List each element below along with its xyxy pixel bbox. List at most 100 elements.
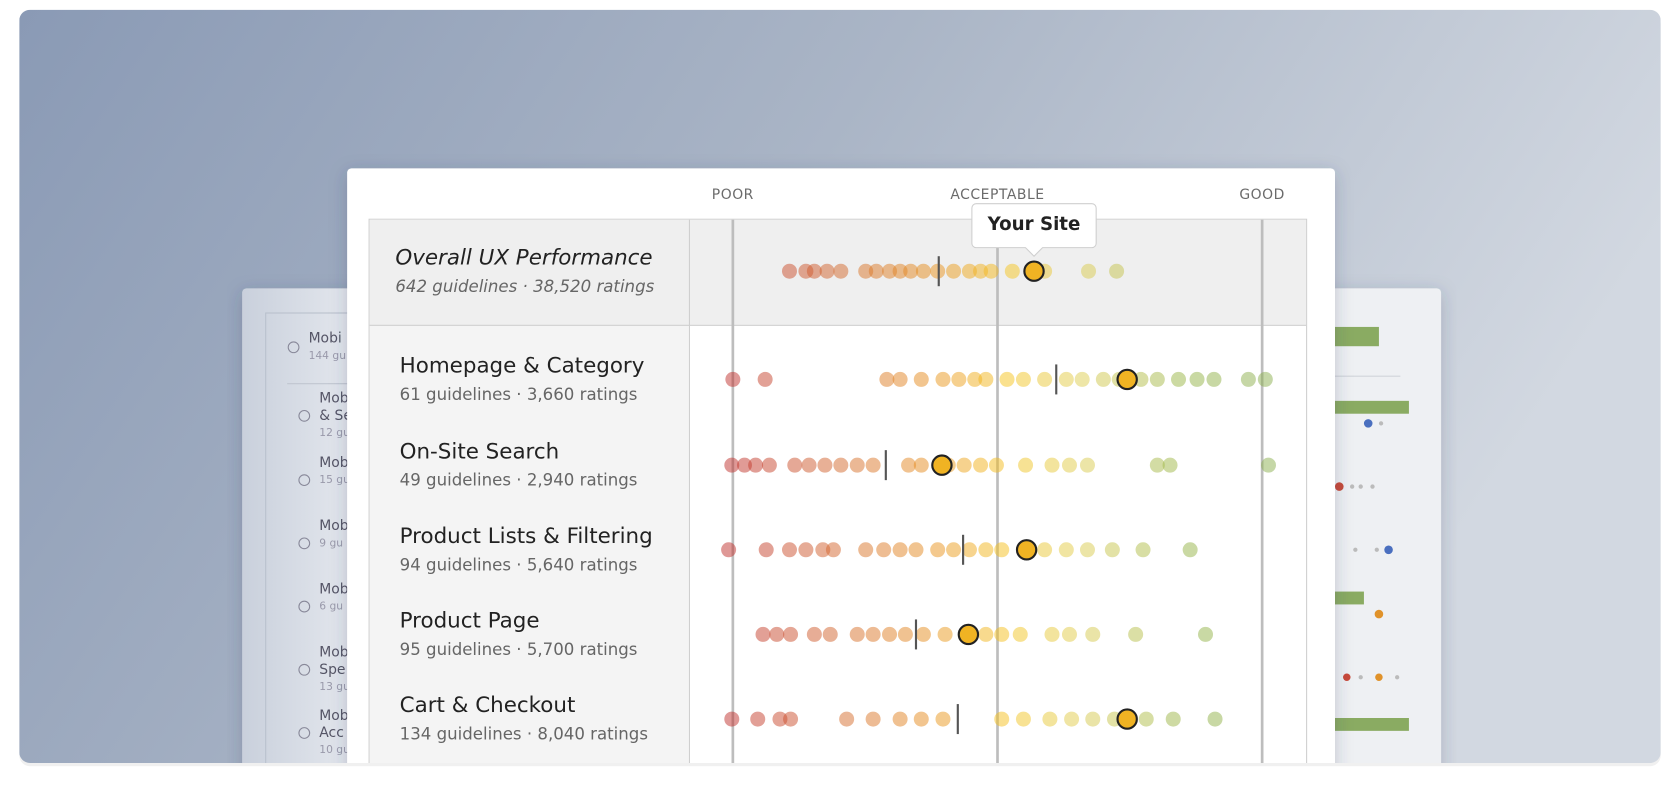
plot: POOR ACCEPTABLE GOOD Overall UX Performance… <box>395 187 1285 763</box>
site-dot <box>750 711 766 727</box>
site-dot <box>725 371 741 387</box>
back-card-right-marks <box>1333 326 1409 731</box>
row-title: Product Lists & Filtering <box>400 524 653 549</box>
site-dot <box>822 626 838 642</box>
site-dot <box>1162 457 1178 473</box>
site-dot <box>755 626 771 642</box>
row-subtitle: 94 guidelines · 5,640 ratings <box>400 555 638 574</box>
expand-icon <box>298 537 311 550</box>
site-dot <box>833 457 849 473</box>
back-item-subtitle: 13 gu <box>319 680 350 693</box>
site-dot <box>858 542 874 558</box>
site-dot <box>978 371 994 387</box>
site-dot <box>819 263 835 279</box>
site-dot <box>849 626 865 642</box>
site-dot <box>1104 542 1120 558</box>
row-title: Product Page <box>400 609 540 634</box>
x-tick-label: ACCEPTABLE <box>950 187 1044 203</box>
site-dot <box>787 457 803 473</box>
site-dot <box>868 263 884 279</box>
site-dot <box>1015 711 1031 727</box>
back-item-subtitle: 15 gu <box>319 473 350 486</box>
site-dot <box>1064 711 1080 727</box>
expand-icon <box>298 474 311 487</box>
site-dot <box>1149 457 1165 473</box>
site-dot <box>882 626 898 642</box>
site-dot <box>1044 626 1060 642</box>
site-dot <box>892 711 908 727</box>
back-item-title: Mob <box>319 391 349 407</box>
back-item-subtitle: 9 gu <box>319 536 343 549</box>
site-dot <box>1085 626 1101 642</box>
expand-icon <box>298 727 311 739</box>
site-dot <box>994 711 1010 727</box>
site-dot <box>769 626 785 642</box>
tooltip-box <box>971 203 1097 257</box>
back-item-subtitle: 144 gu <box>309 349 346 362</box>
back-item-subtitle: 12 gu <box>319 426 350 439</box>
your-site-dot <box>931 454 953 476</box>
x-tick-label: POOR <box>712 187 754 203</box>
row-subtitle: 95 guidelines · 5,700 ratings <box>400 640 638 659</box>
expand-icon <box>287 341 300 354</box>
site-dot <box>1061 626 1077 642</box>
site-dot <box>983 263 999 279</box>
back-item-title: Mob <box>319 455 349 471</box>
tooltip-label: Your Site <box>987 214 1081 235</box>
back-item-title: Mob <box>319 581 349 597</box>
site-dot <box>951 371 967 387</box>
site-dot <box>978 626 994 642</box>
site-dot <box>1149 371 1165 387</box>
site-dot <box>876 542 892 558</box>
back-item-title: Mob <box>319 708 349 724</box>
back-item-subtitle: 6 gu <box>319 600 343 613</box>
site-dot <box>865 626 881 642</box>
site-dot <box>1081 263 1097 279</box>
row-subtitle: 134 guidelines · 8,040 ratings <box>400 725 648 744</box>
site-dot <box>798 542 814 558</box>
site-dot <box>1004 263 1020 279</box>
site-dot <box>783 711 799 727</box>
site-dot <box>892 542 908 558</box>
your-site-dot <box>957 623 980 646</box>
site-dot <box>973 457 989 473</box>
site-dot <box>903 263 919 279</box>
expand-icon <box>298 600 311 613</box>
site-dot <box>724 711 740 727</box>
site-dot <box>1061 457 1077 473</box>
site-dot <box>806 263 822 279</box>
site-dot <box>915 263 931 279</box>
x-tick-label: GOOD <box>1239 187 1285 203</box>
site-dot <box>748 457 764 473</box>
site-dot <box>1015 371 1031 387</box>
site-dot <box>1128 626 1144 642</box>
site-dot <box>825 542 841 558</box>
site-dot <box>865 457 881 473</box>
your-site-dot <box>1116 708 1138 730</box>
site-dot <box>935 371 951 387</box>
site-dot <box>781 263 797 279</box>
site-dot <box>1074 371 1090 387</box>
site-dot <box>1257 371 1273 387</box>
site-dot <box>901 457 917 473</box>
site-dot <box>1206 371 1222 387</box>
site-dot <box>817 457 833 473</box>
site-dot <box>1095 371 1111 387</box>
site-dot <box>946 542 962 558</box>
site-dot <box>1138 711 1154 727</box>
site-dot <box>724 457 740 473</box>
site-dot <box>772 711 788 727</box>
back-item-title: Mob <box>319 518 349 534</box>
site-dot <box>865 711 881 727</box>
site-dot <box>801 457 817 473</box>
site-dot <box>1135 542 1151 558</box>
back-item-title: Acc <box>319 725 344 741</box>
site-dot <box>961 542 977 558</box>
site-dot <box>946 263 962 279</box>
back-item-title: Spe <box>319 662 345 678</box>
site-dot <box>806 626 822 642</box>
site-dot <box>1189 371 1205 387</box>
expand-icon <box>298 663 311 676</box>
